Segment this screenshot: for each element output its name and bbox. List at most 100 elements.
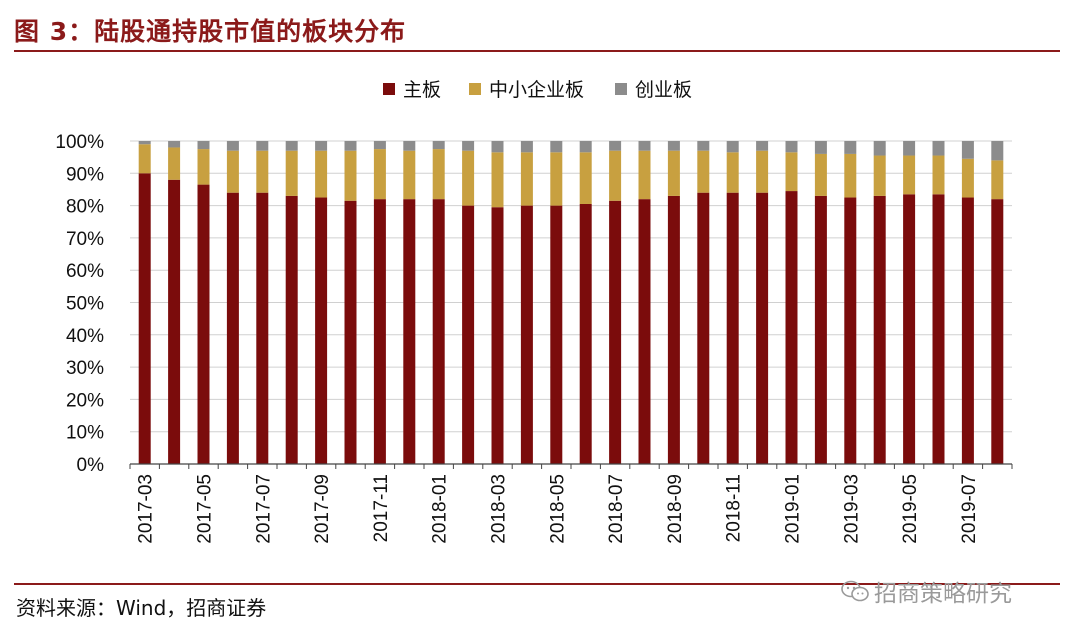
y-tick-label: 20%: [66, 390, 104, 411]
y-tick-label: 10%: [66, 423, 104, 444]
bar-segment: [844, 141, 857, 154]
y-tick-label: 80%: [66, 197, 104, 218]
legend: 主板 中小企业板 创业板: [383, 79, 692, 101]
wechat-icon: [841, 580, 869, 602]
bar-segment: [315, 150, 328, 198]
legend-swatch: [469, 83, 481, 95]
bar-segment: [991, 199, 1004, 464]
bar-segment: [315, 141, 328, 151]
bar-segment: [579, 141, 592, 153]
bar-segment: [961, 158, 974, 198]
bars: [138, 141, 1004, 465]
bar-segment: [844, 197, 857, 464]
bar-segment: [873, 155, 886, 196]
bar-segment: [344, 150, 357, 201]
bar-segment: [462, 150, 475, 206]
bar-segment: [315, 197, 328, 464]
x-tick-label: 2017-11: [371, 474, 392, 542]
legend-label: 中小企业板: [489, 79, 584, 101]
bar-segment: [432, 199, 445, 464]
bar-segment: [168, 179, 181, 464]
bar-segment: [197, 149, 210, 185]
legend-swatch: [383, 83, 395, 95]
bar-segment: [168, 141, 181, 148]
x-tick-label: 2019-07: [959, 474, 980, 544]
bar-segment: [609, 150, 622, 201]
bar-segment: [344, 200, 357, 464]
y-tick-label: 40%: [66, 326, 104, 347]
x-tick-label: 2019-05: [900, 474, 921, 544]
bar-segment: [285, 150, 298, 196]
bar-segment: [667, 141, 680, 151]
source-note: 资料来源：Wind，招商证券: [16, 596, 267, 620]
legend-swatch: [615, 83, 627, 95]
bar-segment: [873, 195, 886, 464]
bar-segment: [403, 199, 416, 464]
bar-segment: [814, 195, 827, 464]
bar-segment: [932, 141, 945, 156]
y-tick-label: 60%: [66, 261, 104, 282]
bar-segment: [932, 155, 945, 195]
bar-segment: [667, 150, 680, 196]
bar-segment: [403, 141, 416, 151]
x-tick-label: 2018-05: [547, 474, 568, 544]
bar-segment: [991, 160, 1004, 200]
bar-segment: [285, 141, 298, 151]
bar-segment: [697, 150, 710, 193]
bar-segment: [138, 141, 151, 145]
bar-segment: [785, 191, 798, 464]
x-tick-label: 2019-03: [841, 474, 862, 544]
bar-segment: [520, 141, 533, 153]
x-tick-label: 2018-11: [724, 474, 745, 542]
bar-segment: [961, 197, 974, 464]
bar-segment: [256, 141, 269, 151]
bar-segment: [638, 141, 651, 151]
bar-segment: [138, 144, 151, 174]
y-tick-label: 30%: [66, 358, 104, 379]
bar-segment: [550, 141, 563, 153]
bar-segment: [520, 152, 533, 206]
bar-segment: [462, 141, 475, 151]
bar-segment: [756, 150, 769, 193]
x-tick-label: 2018-03: [489, 474, 510, 544]
y-tick-label: 0%: [77, 455, 105, 476]
x-tick-label: 2017-05: [195, 474, 216, 544]
x-tick-label: 2018-09: [665, 474, 686, 544]
bar-segment: [579, 203, 592, 465]
bar-segment: [638, 150, 651, 200]
watermark: 招商策略研究: [840, 574, 1012, 608]
bar-segment: [903, 155, 916, 195]
x-tick-label: 2018-07: [606, 474, 627, 544]
bar-segment: [462, 205, 475, 464]
bar-segment: [226, 141, 239, 151]
bar-segment: [403, 150, 416, 200]
x-tick-label: 2017-09: [312, 474, 333, 544]
x-tick-label: 2019-01: [783, 474, 804, 544]
bar-segment: [373, 199, 386, 464]
bar-segment: [961, 141, 974, 159]
bar-segment: [814, 141, 827, 154]
y-tick-label: 90%: [66, 164, 104, 185]
bar-segment: [491, 152, 504, 208]
bar-segment: [344, 141, 357, 151]
bar-segment: [197, 184, 210, 465]
bar-segment: [579, 152, 592, 204]
bar-segment: [285, 195, 298, 464]
legend-label: 主板: [403, 79, 441, 101]
bar-segment: [550, 205, 563, 464]
bar-segment: [756, 192, 769, 464]
bar-segment: [609, 141, 622, 151]
bar-segment: [903, 141, 916, 156]
bar-segment: [197, 141, 210, 150]
y-axis: 0% 10% 20% 30% 40% 50% 60% 70% 80% 90% 100%: [55, 132, 104, 476]
y-tick-label: 50%: [66, 294, 104, 315]
bar-segment: [256, 150, 269, 193]
bar-segment: [432, 141, 445, 150]
bar-segment: [491, 141, 504, 153]
bar-segment: [226, 150, 239, 193]
bar-segment: [609, 200, 622, 464]
bar-segment: [697, 192, 710, 464]
bar-segment: [991, 141, 1004, 161]
bar-segment: [785, 141, 798, 153]
